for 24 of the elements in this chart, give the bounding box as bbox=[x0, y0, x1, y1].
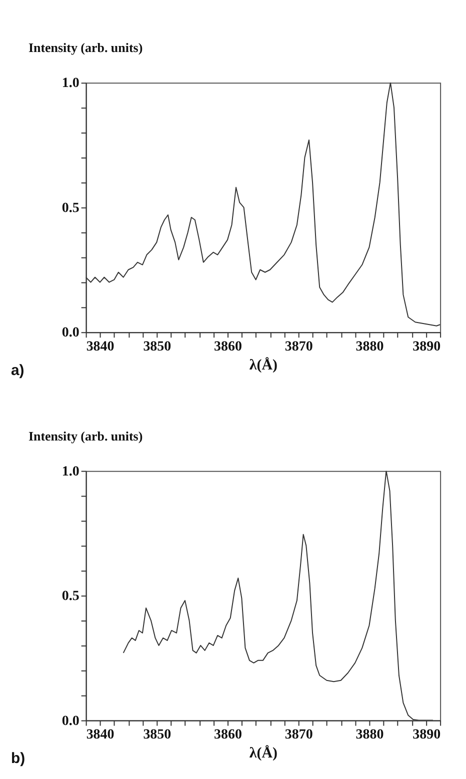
x-tick-label: 3880 bbox=[356, 728, 384, 743]
x-tick-label: 3850 bbox=[143, 728, 172, 743]
x-tick-label: 3840 bbox=[86, 340, 114, 355]
y-axis-title: Intensity (arb. units) bbox=[28, 428, 143, 444]
x-tick-label: 3890 bbox=[412, 340, 441, 355]
x-tick-label: 3870 bbox=[284, 728, 313, 743]
y-tick-label: 1.0 bbox=[62, 76, 80, 92]
text: b) bbox=[10, 750, 26, 768]
x-tick-label: 3860 bbox=[214, 728, 242, 743]
x-tick-label: 3860 bbox=[214, 340, 242, 355]
y-tick-label: 0.0 bbox=[62, 714, 80, 729]
y-tick-label: 1.0 bbox=[62, 464, 80, 480]
x-tick-label: 3850 bbox=[143, 340, 172, 355]
x-tick-label: 3840 bbox=[86, 728, 114, 743]
y-axis-title: Intensity (arb. units) bbox=[28, 40, 143, 56]
text: a) bbox=[10, 362, 24, 380]
y-tick-label: 0.5 bbox=[62, 200, 80, 216]
x-tick-label: 3880 bbox=[356, 340, 384, 355]
x-tick-label: 3870 bbox=[284, 340, 313, 355]
x-axis-title: λ(Å) bbox=[249, 744, 278, 762]
y-tick-label: 0.5 bbox=[62, 589, 80, 604]
x-axis-title: λ(Å) bbox=[249, 356, 278, 374]
x-tick-label: 3890 bbox=[412, 728, 441, 743]
y-tick-label: 0.0 bbox=[62, 326, 80, 341]
